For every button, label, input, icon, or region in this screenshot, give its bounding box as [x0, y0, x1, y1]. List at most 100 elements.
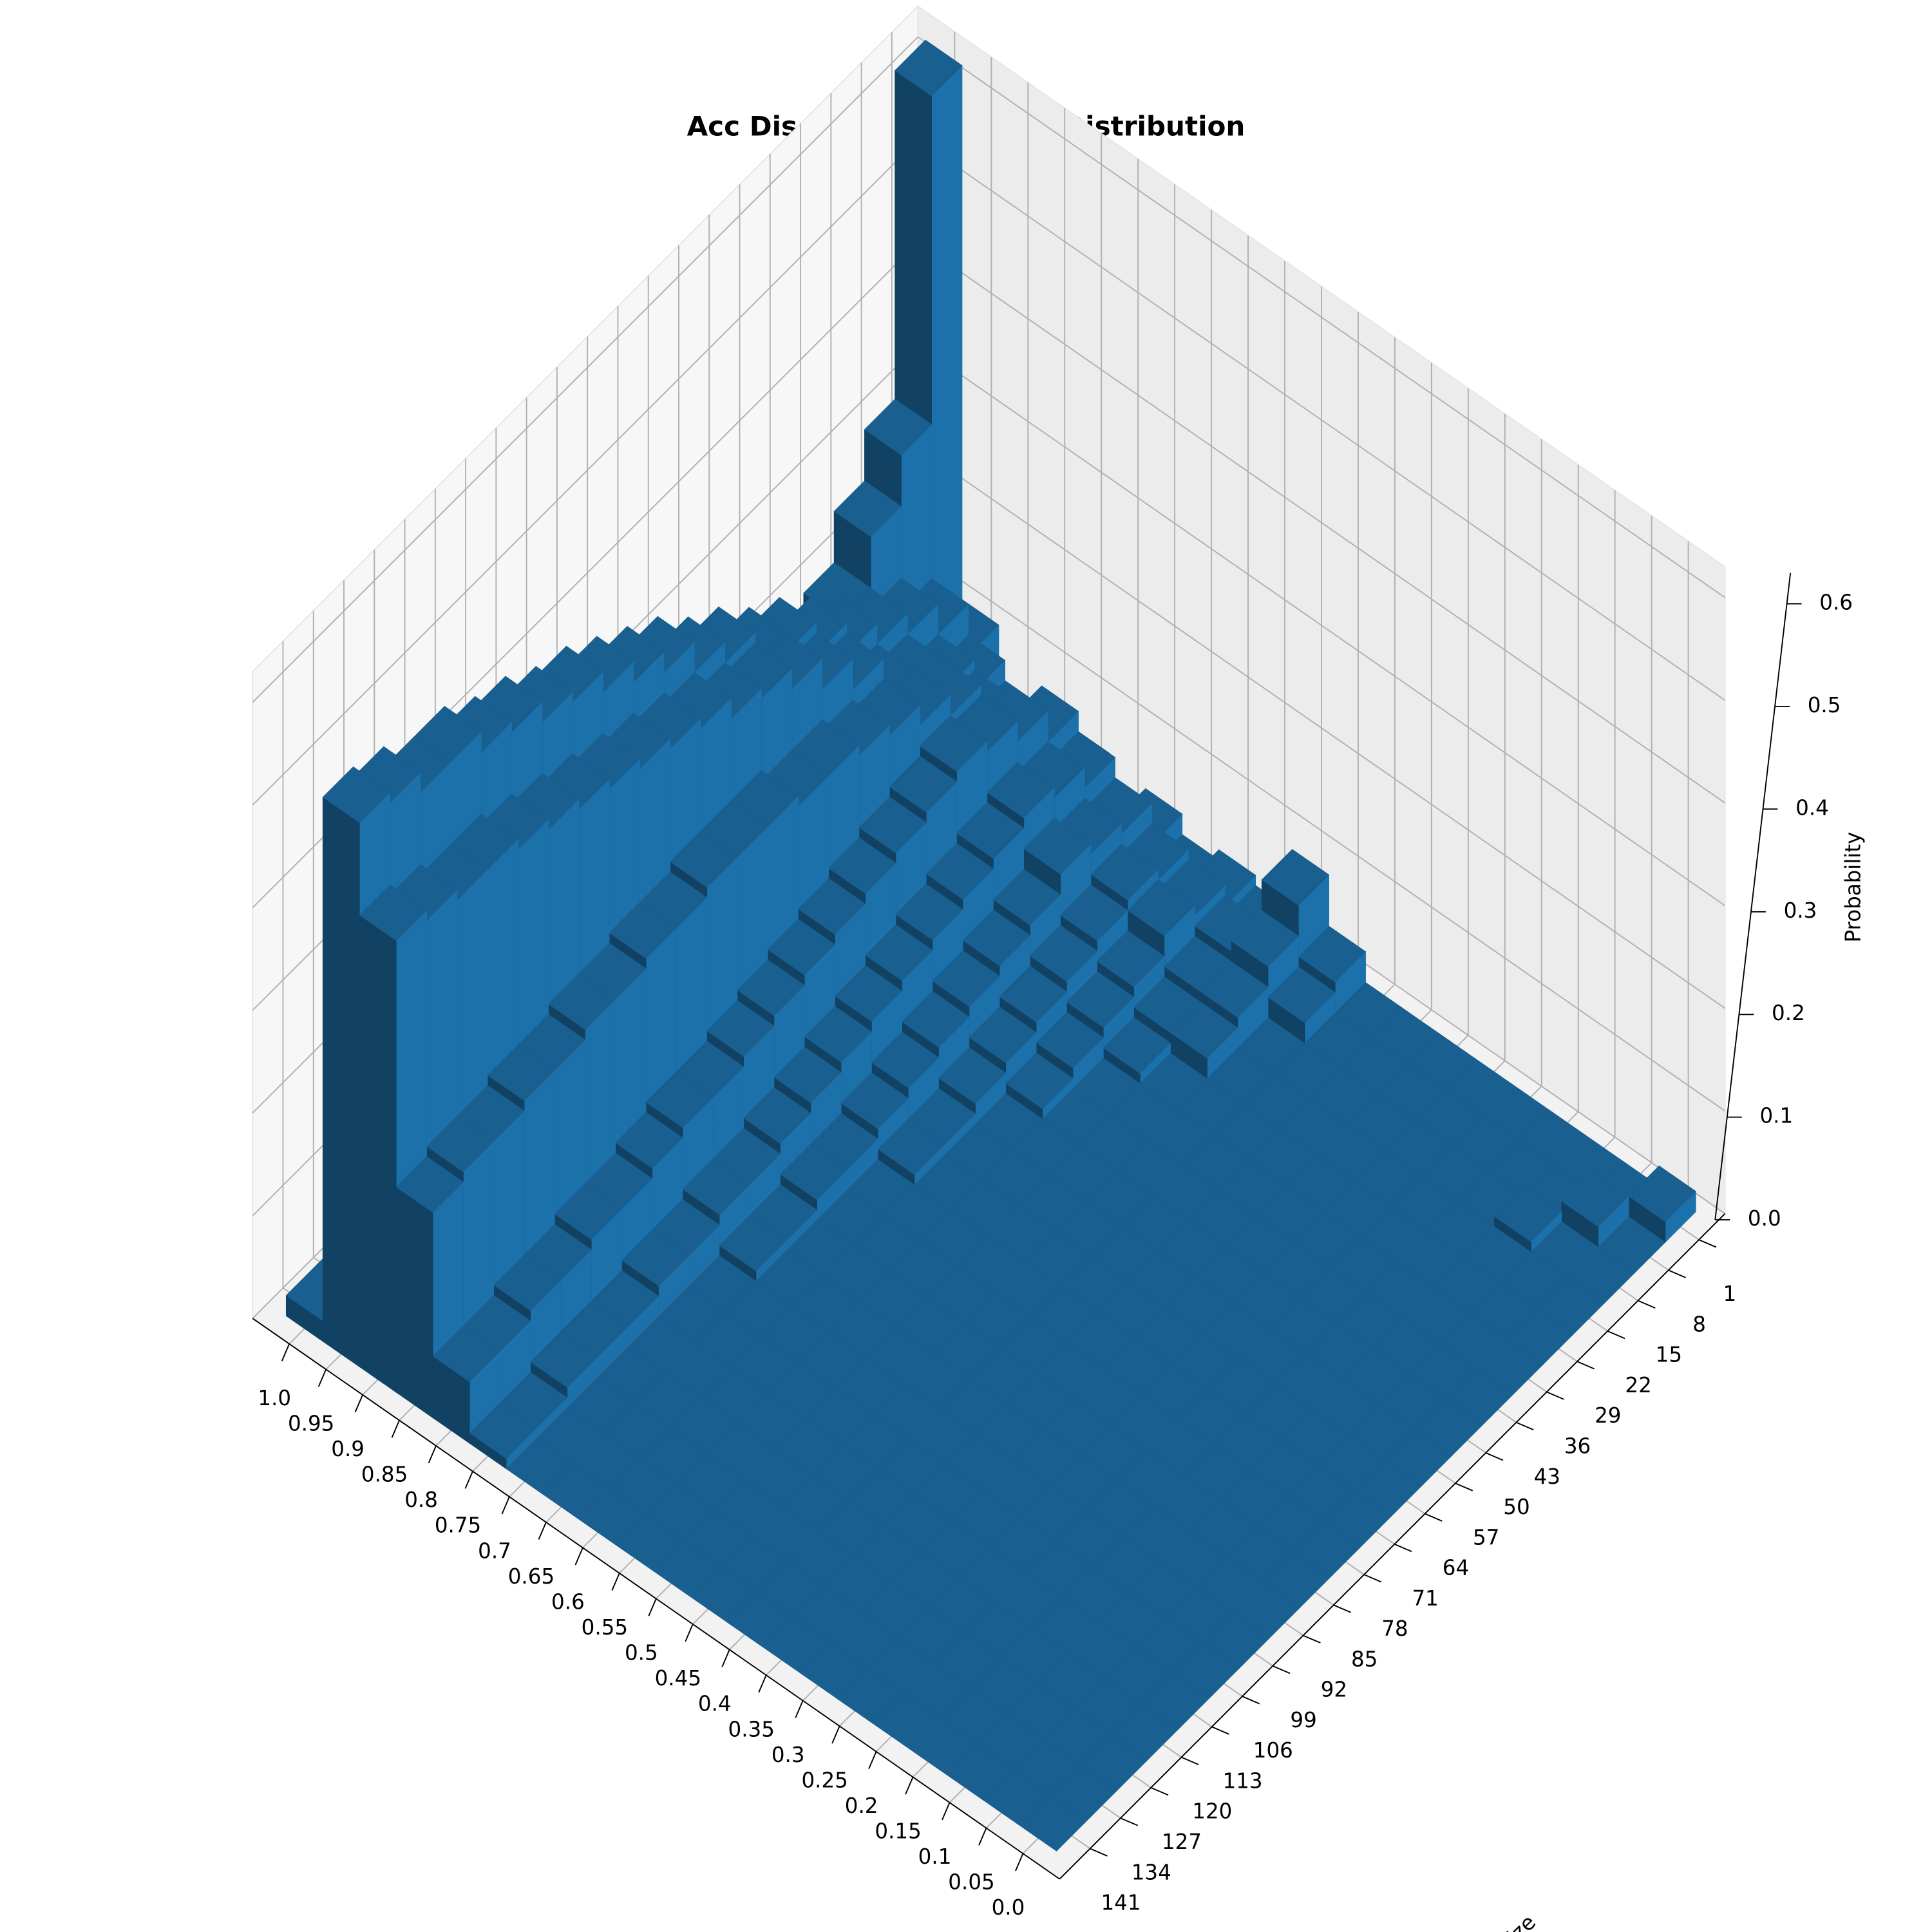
y-tick-label: 99 [1290, 1708, 1316, 1732]
y-tick-label: 1 [1723, 1282, 1737, 1306]
x-tick [758, 1674, 767, 1693]
grid-line [917, 242, 1726, 804]
y-axis-label: Authors Sample Size [1370, 1910, 1540, 1932]
bar-top [322, 766, 391, 823]
x-tick [354, 1394, 363, 1413]
y-tick-label: 50 [1503, 1495, 1530, 1519]
x-tick [428, 1445, 437, 1464]
bar-top [432, 1325, 501, 1383]
y-tick-label: 141 [1101, 1891, 1141, 1915]
y-tick [1333, 1604, 1351, 1613]
x-tick [942, 1802, 951, 1821]
x-tick-label: 0.3 [772, 1743, 805, 1767]
y-tick [1181, 1756, 1199, 1766]
bar-side [359, 914, 397, 1393]
x-tick-label: 0.0 [992, 1895, 1025, 1920]
x-tick [538, 1522, 547, 1540]
x-tick-label: 0.8 [404, 1488, 438, 1512]
x-tick-label: 0.35 [728, 1717, 775, 1741]
grid-line [917, 36, 1726, 598]
x-tick-label: 0.5 [625, 1641, 658, 1665]
x-tick-label: 0.6 [551, 1589, 585, 1614]
y-tick [1698, 1239, 1717, 1248]
x-tick-label: 0.45 [655, 1666, 701, 1690]
bar [1561, 1170, 1629, 1248]
y-tick-label: 120 [1192, 1799, 1232, 1824]
y-tick-label: 85 [1351, 1647, 1378, 1671]
bar-top [1493, 1186, 1562, 1242]
x-tick-label: 0.25 [801, 1768, 848, 1792]
y-tick [1242, 1696, 1260, 1705]
grid-line [917, 139, 1726, 701]
z-tick-label: 0.5 [1808, 693, 1841, 717]
y-tick-label: 127 [1162, 1830, 1202, 1854]
x-tick-label: 1.0 [258, 1386, 291, 1410]
x-tick [685, 1624, 694, 1642]
x-tick-label: 0.55 [582, 1615, 628, 1640]
y-tick-label: 113 [1223, 1768, 1263, 1793]
grid-line [917, 344, 1726, 907]
y-tick-label: 29 [1595, 1403, 1621, 1428]
y-tick-label: 64 [1443, 1556, 1469, 1580]
z-axis-label: Probability [1841, 832, 1865, 943]
x-tick-label: 0.7 [478, 1539, 511, 1563]
y-tick [1455, 1482, 1473, 1492]
x-tick [574, 1547, 583, 1566]
z-tick-label: 0.3 [1784, 898, 1817, 923]
y-tick [1516, 1421, 1534, 1431]
x-tick-label: 0.2 [845, 1794, 878, 1818]
bar [1628, 1165, 1696, 1243]
z-tick-label: 0.1 [1759, 1104, 1793, 1128]
y-tick-label: 15 [1656, 1343, 1682, 1367]
x-tick-label: 0.65 [508, 1564, 554, 1589]
x-tick-label: 0.4 [698, 1692, 732, 1716]
grid-line [917, 447, 1726, 1009]
x-tick [905, 1777, 914, 1795]
grid-line [917, 549, 1726, 1112]
x-tick-label: 0.1 [918, 1844, 952, 1869]
z-tick-label: 0.6 [1819, 590, 1853, 614]
bar [469, 1402, 537, 1470]
bar-side [395, 1186, 433, 1419]
y-tick-label: 134 [1132, 1860, 1171, 1884]
bar-top [833, 480, 902, 537]
y-tick-label: 36 [1564, 1434, 1591, 1459]
bar [1267, 966, 1336, 1045]
y-tick [1607, 1331, 1625, 1340]
y-tick [1150, 1787, 1169, 1796]
bar [877, 1118, 945, 1186]
x-tick-label: 0.75 [435, 1513, 481, 1538]
bar-top [864, 399, 933, 455]
x-tick [501, 1496, 510, 1515]
y-tick [1668, 1269, 1686, 1278]
bar [1019, 1794, 1088, 1852]
x-tick [1015, 1853, 1024, 1871]
x-tick [281, 1343, 290, 1361]
y-tick [1363, 1574, 1382, 1583]
y-tick [1577, 1361, 1595, 1370]
bar-top [359, 884, 428, 942]
y-tick-label: 106 [1253, 1738, 1293, 1763]
x-tick [868, 1751, 877, 1770]
y-tick [1303, 1634, 1321, 1643]
y-tick-label: 43 [1534, 1464, 1560, 1489]
x-tick [978, 1828, 987, 1846]
bar-top [1170, 1001, 1238, 1059]
x-tick [795, 1700, 804, 1718]
x-tick [611, 1573, 620, 1591]
y-tick [1546, 1391, 1564, 1400]
y-tick [1425, 1513, 1443, 1522]
y-tick-label: 78 [1381, 1616, 1408, 1641]
y-tick [1272, 1665, 1291, 1674]
x-tick-label: 0.9 [331, 1437, 365, 1461]
z-tick-label: 0.0 [1748, 1206, 1781, 1231]
x-tick-label: 0.95 [288, 1411, 334, 1435]
bar-top [1019, 1794, 1088, 1852]
bar-side [322, 797, 360, 1368]
bar-top [395, 1156, 464, 1213]
y-tick-label: 92 [1321, 1678, 1347, 1702]
bar-top [1200, 961, 1269, 1018]
x-tick-label: 0.05 [948, 1870, 994, 1895]
